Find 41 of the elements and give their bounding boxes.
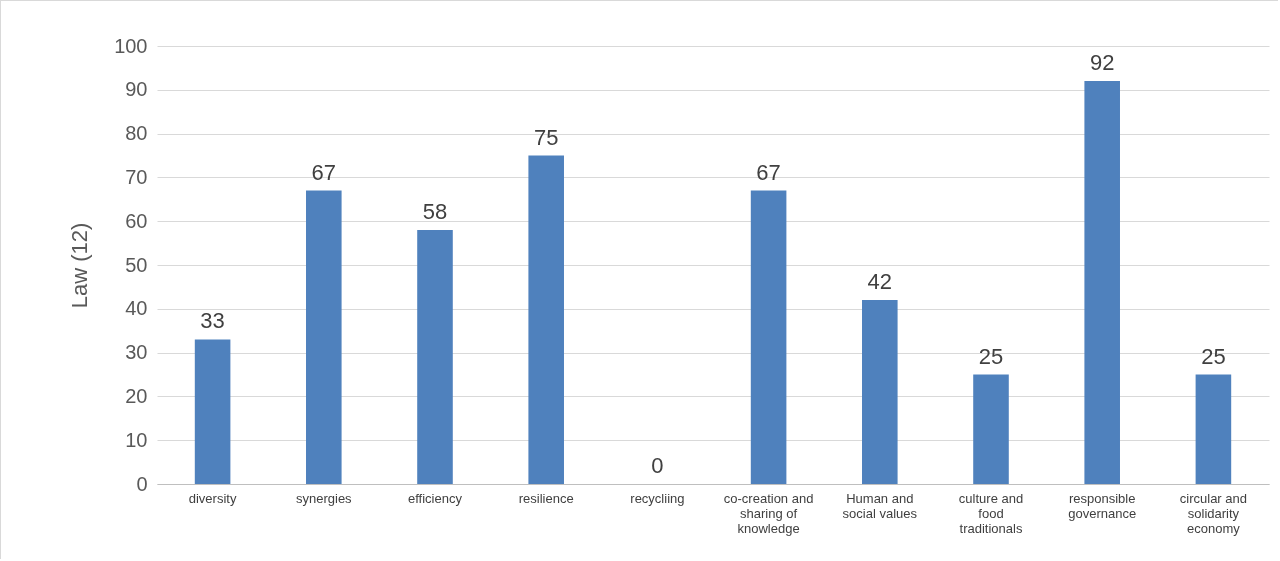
data-label: 25 — [1201, 343, 1226, 369]
bar — [973, 374, 1009, 484]
y-tick-label: 80 — [125, 122, 148, 145]
y-tick-label: 90 — [125, 78, 148, 101]
bar — [1084, 81, 1120, 484]
x-tick-label: resilience — [518, 490, 574, 506]
bar — [194, 339, 231, 484]
data-label: 33 — [200, 308, 225, 334]
data-label: 0 — [651, 453, 664, 478]
y-tick-label: 0 — [136, 472, 148, 495]
x-tick-label: responsible governance — [1068, 490, 1137, 521]
y-tick-label: 40 — [125, 297, 148, 320]
data-label: 58 — [422, 198, 448, 224]
bar — [417, 229, 453, 484]
data-label: 92 — [1089, 50, 1115, 76]
bar — [528, 155, 564, 484]
bar — [1195, 374, 1232, 484]
x-tick-label: efficiency — [408, 490, 463, 506]
y-tick-label: 10 — [125, 428, 148, 451]
x-tick-label: co-creation and sharing of knowledge — [723, 490, 814, 536]
data-label: 75 — [533, 124, 559, 150]
data-label: 67 — [756, 159, 781, 185]
y-tick-label: 30 — [125, 341, 148, 364]
y-tick-label: 100 — [114, 34, 148, 57]
x-tick-label: synergies — [295, 490, 353, 506]
data-label: 67 — [311, 159, 337, 185]
data-label: 42 — [867, 269, 893, 295]
bar — [306, 190, 342, 484]
y-axis-title: Law (12) — [67, 222, 93, 309]
bar — [862, 300, 898, 484]
bar — [750, 190, 787, 484]
x-tick-label: diversity — [188, 490, 237, 506]
y-tick-label: 20 — [125, 384, 148, 407]
x-tick-label: culture and food traditionals — [958, 490, 1024, 536]
data-label: 25 — [978, 343, 1004, 369]
y-tick-label: 60 — [125, 209, 148, 232]
x-tick-label: circular and solidarity economy — [1179, 490, 1247, 536]
x-tick-label: recycliing — [630, 490, 685, 506]
y-tick-label: 50 — [125, 253, 148, 276]
y-tick-label: 70 — [125, 165, 148, 188]
x-tick-label: Human and social values — [842, 490, 918, 521]
